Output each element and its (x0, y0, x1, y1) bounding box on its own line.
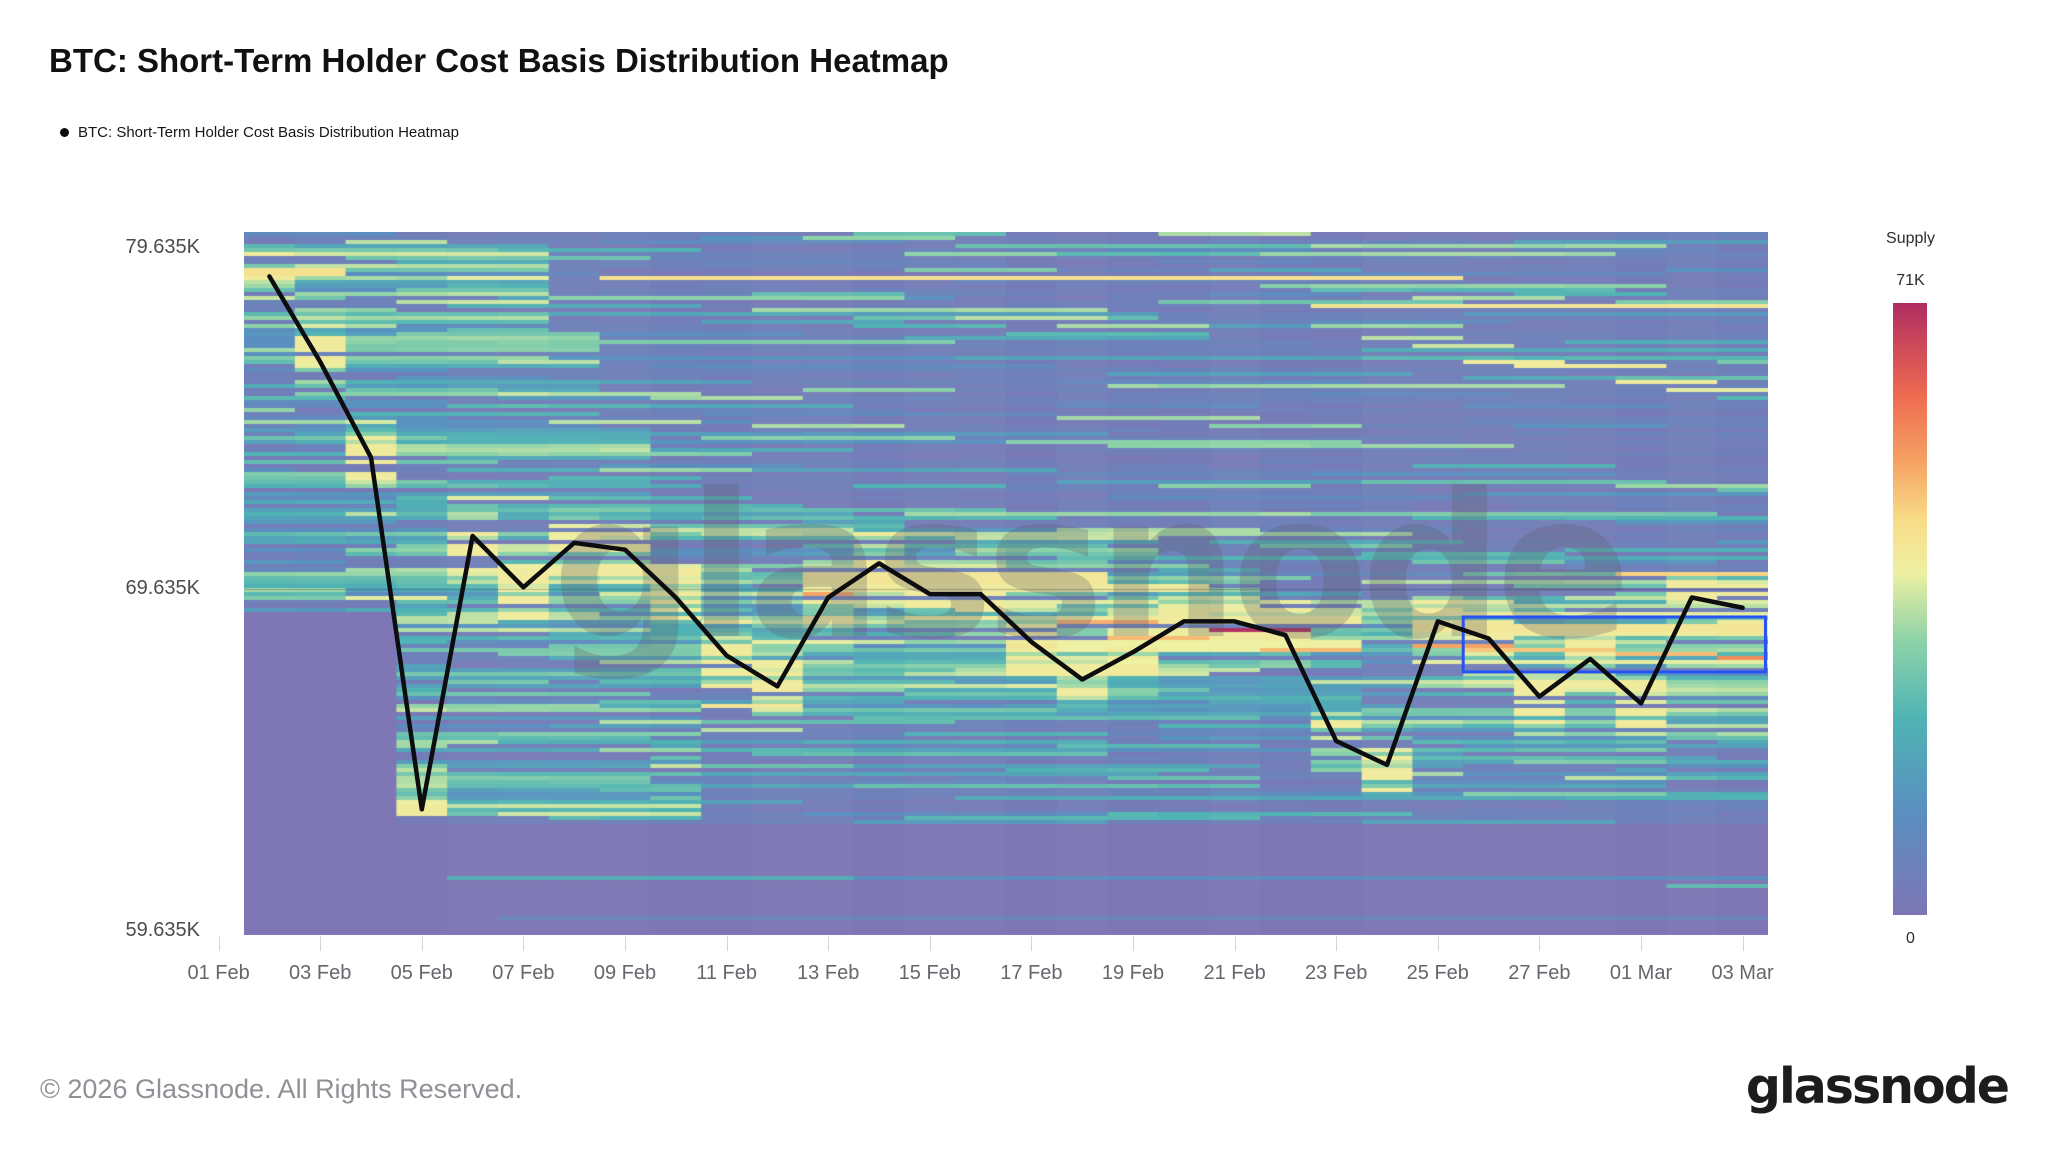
x-tick-mark (726, 936, 728, 951)
x-tick-label: 05 Feb (390, 962, 453, 984)
price-line-overlay (244, 274, 1768, 812)
legend-label: BTC: Short-Term Holder Cost Basis Distri… (78, 124, 459, 141)
x-tick-mark (218, 936, 220, 951)
x-tick-mark (523, 936, 525, 951)
x-tick-label: 01 Mar (1609, 962, 1673, 984)
colorbar-title: Supply (1886, 230, 1935, 247)
colorbar-min-label: 0 (1906, 930, 1915, 947)
y-tick-label: 79.635K (125, 235, 200, 258)
x-tick-mark (1437, 936, 1439, 951)
x-tick-label: 21 Feb (1203, 962, 1266, 984)
x-tick-mark (1539, 936, 1541, 951)
x-tick-label: 27 Feb (1508, 962, 1571, 984)
x-tick-mark (625, 936, 626, 951)
x-tick-label: 11 Feb (696, 962, 757, 984)
x-tick-mark (828, 936, 830, 951)
x-tick-label: 09 Feb (593, 962, 657, 984)
page-title: BTC: Short-Term Holder Cost Basis Distri… (49, 42, 949, 79)
chart-legend[interactable]: BTC: Short-Term Holder Cost Basis Distri… (60, 124, 459, 141)
heatmap-plot[interactable]: glassnode (244, 232, 1768, 935)
x-tick-label: 15 Feb (898, 962, 961, 984)
copyright-text: © 2026 Glassnode. All Rights Reserved. (40, 1074, 523, 1104)
annotation-box[interactable] (1461, 615, 1767, 674)
x-tick-label: 19 Feb (1101, 962, 1165, 984)
heatmap-canvas[interactable] (244, 232, 1768, 935)
x-tick-label: 23 Feb (1305, 962, 1368, 984)
x-tick-label: 13 Feb (797, 962, 860, 984)
x-tick-mark (1336, 936, 1338, 951)
x-tick-mark (929, 936, 931, 951)
x-tick-mark (1133, 936, 1134, 951)
x-tick-mark (1742, 936, 1744, 951)
btc-price-line[interactable] (267, 274, 1745, 812)
colorbar-gradient (1893, 303, 1927, 915)
x-tick-label: 03 Mar (1711, 962, 1774, 984)
y-tick-label: 69.635K (125, 577, 200, 600)
x-tick-label: 03 Feb (289, 962, 352, 984)
colorbar-max-label: 71K (1896, 272, 1925, 289)
x-tick-label: 07 Feb (492, 962, 555, 984)
y-tick-label: 59.635K (125, 919, 200, 942)
x-tick-mark (1234, 936, 1236, 951)
glassnode-logo: glassnode (1745, 1058, 2010, 1115)
legend-marker-icon (60, 128, 69, 137)
x-tick-label: 01 Feb (187, 962, 250, 984)
x-tick-mark (421, 936, 423, 951)
x-tick-label: 17 Feb (1000, 962, 1063, 984)
x-tick-mark (1641, 936, 1642, 951)
x-tick-mark (320, 936, 322, 951)
x-tick-mark (1031, 936, 1033, 951)
x-tick-label: 25 Feb (1406, 962, 1469, 984)
